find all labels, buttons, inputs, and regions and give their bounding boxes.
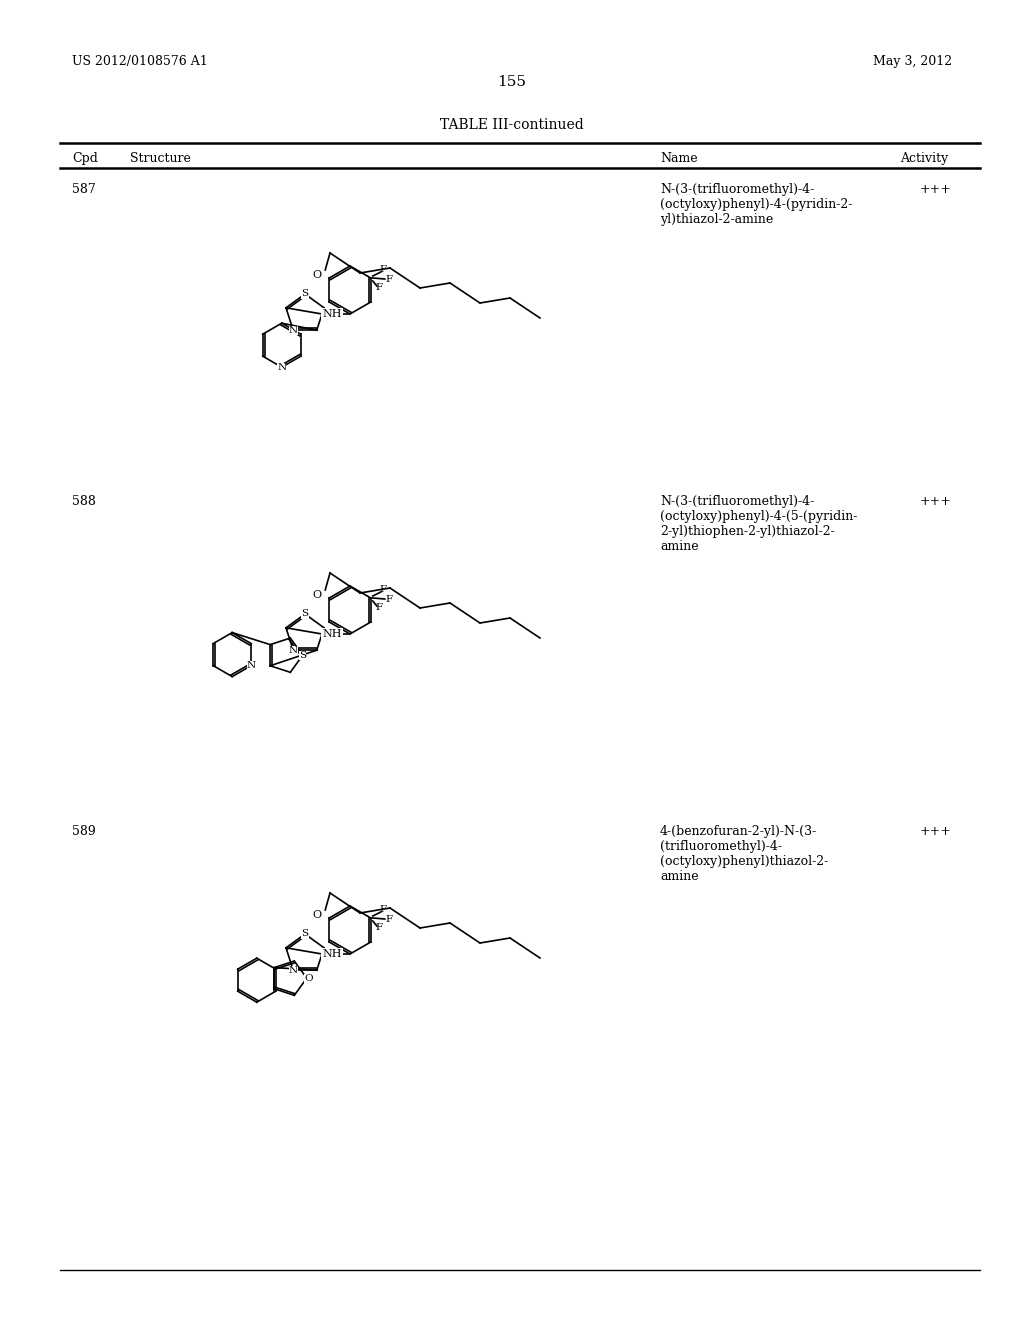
Text: S: S	[299, 651, 306, 660]
Text: 588: 588	[72, 495, 96, 508]
Text: S: S	[301, 289, 308, 298]
Text: F: F	[379, 586, 386, 594]
Text: NH: NH	[323, 630, 342, 639]
Text: S: S	[301, 610, 308, 619]
Text: O: O	[304, 974, 313, 982]
Text: N: N	[278, 363, 287, 372]
Text: 587: 587	[72, 183, 96, 195]
Text: N-(3-(trifluoromethyl)-4-
(octyloxy)phenyl)-4-(pyridin-2-
yl)thiazol-2-amine: N-(3-(trifluoromethyl)-4- (octyloxy)phen…	[660, 183, 852, 226]
Text: 155: 155	[498, 75, 526, 88]
Text: Cpd: Cpd	[72, 152, 98, 165]
Text: N: N	[289, 645, 298, 655]
Text: US 2012/0108576 A1: US 2012/0108576 A1	[72, 55, 208, 69]
Text: N-(3-(trifluoromethyl)-4-
(octyloxy)phenyl)-4-(5-(pyridin-
2-yl)thiophen-2-yl)th: N-(3-(trifluoromethyl)-4- (octyloxy)phen…	[660, 495, 857, 553]
Text: May 3, 2012: May 3, 2012	[872, 55, 952, 69]
Text: F: F	[375, 924, 382, 932]
Text: Name: Name	[660, 152, 697, 165]
Text: N: N	[289, 326, 298, 335]
Text: F: F	[385, 276, 392, 285]
Text: +++: +++	[920, 825, 952, 838]
Text: 589: 589	[72, 825, 96, 838]
Text: +++: +++	[920, 495, 952, 508]
Text: O: O	[312, 590, 322, 601]
Text: F: F	[385, 595, 392, 605]
Text: O: O	[312, 909, 322, 920]
Text: F: F	[375, 603, 382, 612]
Text: TABLE III-continued: TABLE III-continued	[440, 117, 584, 132]
Text: NH: NH	[323, 309, 342, 319]
Text: F: F	[379, 906, 386, 915]
Text: O: O	[312, 271, 322, 280]
Text: N: N	[289, 966, 298, 974]
Text: 4-(benzofuran-2-yl)-N-(3-
(trifluoromethyl)-4-
(octyloxy)phenyl)thiazol-2-
amine: 4-(benzofuran-2-yl)-N-(3- (trifluorometh…	[660, 825, 828, 883]
Text: Activity: Activity	[900, 152, 948, 165]
Text: NH: NH	[323, 949, 342, 960]
Text: Structure: Structure	[130, 152, 190, 165]
Text: S: S	[301, 929, 308, 939]
Text: +++: +++	[920, 183, 952, 195]
Text: N: N	[247, 661, 256, 671]
Text: F: F	[375, 284, 382, 293]
Text: F: F	[379, 265, 386, 275]
Text: F: F	[385, 916, 392, 924]
